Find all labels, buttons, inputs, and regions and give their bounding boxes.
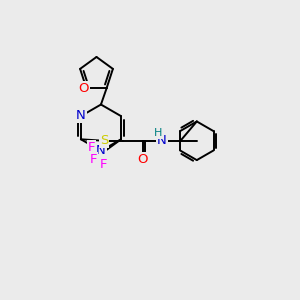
Text: S: S bbox=[100, 134, 108, 147]
Text: N: N bbox=[157, 134, 167, 147]
Text: O: O bbox=[137, 153, 148, 166]
Text: F: F bbox=[100, 158, 107, 171]
Text: F: F bbox=[88, 140, 95, 154]
Text: F: F bbox=[89, 153, 97, 166]
Text: H: H bbox=[154, 128, 162, 138]
Text: O: O bbox=[78, 82, 88, 95]
Text: N: N bbox=[96, 144, 106, 158]
Text: N: N bbox=[76, 109, 86, 122]
